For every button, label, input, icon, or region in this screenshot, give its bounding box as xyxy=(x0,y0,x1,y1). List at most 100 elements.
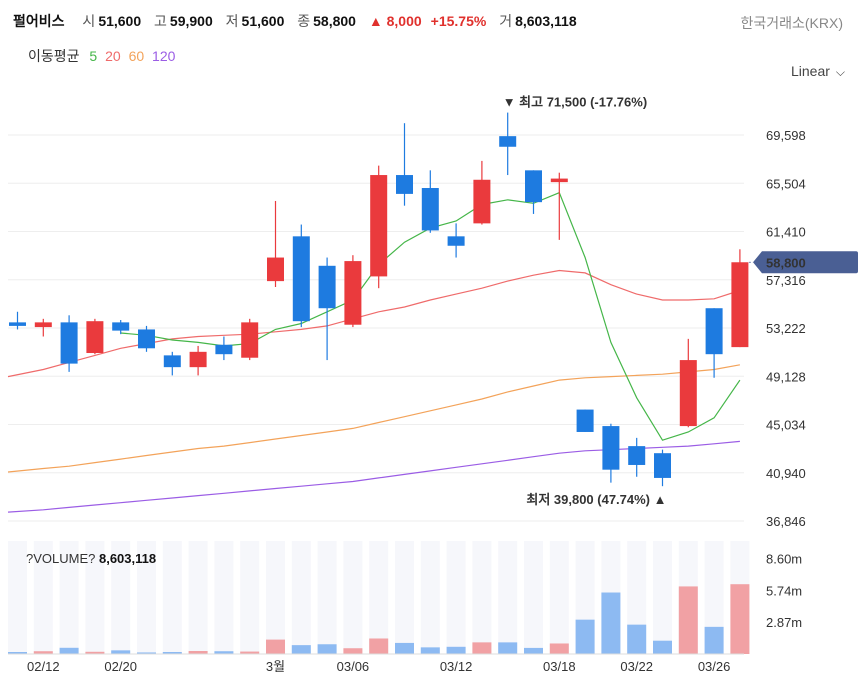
volume-bar xyxy=(446,646,466,654)
volume-bar xyxy=(627,624,647,654)
high-value: 59,900 xyxy=(169,13,213,29)
high-annotation: ▼ 최고 71,500 (-17.76%) xyxy=(503,95,647,110)
volume-column-bg xyxy=(291,541,311,654)
volume-column-bg xyxy=(59,541,79,654)
scale-dropdown[interactable]: Linear ⌵ xyxy=(791,63,845,80)
volume-bar xyxy=(704,626,724,654)
candle-body xyxy=(34,322,52,328)
ma-legend-120[interactable]: 120 xyxy=(152,48,176,64)
volume-bar xyxy=(240,651,260,654)
volume-bar xyxy=(653,640,672,654)
ma-legend-20[interactable]: 20 xyxy=(105,48,121,64)
candle-body xyxy=(576,409,594,432)
candle-body xyxy=(602,426,620,470)
price-tick-label: 53,222 xyxy=(766,321,806,336)
volume-bar xyxy=(85,651,105,654)
candle-body xyxy=(679,360,697,427)
volume-column-bg xyxy=(498,541,518,654)
candle-body xyxy=(396,175,413,194)
ma-legend-60[interactable]: 60 xyxy=(128,48,145,64)
price-tick-label: 61,410 xyxy=(766,225,806,240)
candle-body xyxy=(241,322,259,358)
volume-column-bg xyxy=(137,541,156,654)
volume-column-bg xyxy=(188,541,208,654)
volume-bar xyxy=(188,651,208,654)
volume-column-bg xyxy=(162,541,182,654)
candle-body xyxy=(525,170,542,203)
volume-column-bg xyxy=(369,541,389,654)
volume-bar xyxy=(317,644,337,654)
volume-bar xyxy=(730,584,750,654)
volume-column-bg xyxy=(704,541,724,654)
candle-body xyxy=(628,446,646,465)
price-header: 펄어비스 시 51,600 고 59,900 저 51,600 종 58,800 ▲ 8… xyxy=(13,11,586,31)
volume-bar xyxy=(162,652,182,654)
candle-body xyxy=(215,344,233,355)
volume-label: ?VOLUME? 8,603,118 xyxy=(26,551,156,566)
price-tick-label: 69,598 xyxy=(766,128,806,143)
price-tick-label: 49,128 xyxy=(766,369,806,384)
close-label: 종 xyxy=(297,13,311,29)
volume-column-bg xyxy=(8,541,27,654)
current-price-label: 58,800 xyxy=(766,255,806,270)
change-percent: +15.75% xyxy=(430,13,487,29)
volume-bar xyxy=(33,651,53,654)
ma-legend-5[interactable]: 5 xyxy=(89,48,98,64)
volume-bar xyxy=(111,650,131,654)
volume-column-bg xyxy=(420,541,440,654)
close-value: 58,800 xyxy=(313,13,356,29)
current-price-badge xyxy=(753,251,858,274)
candle-body xyxy=(731,262,749,348)
ma120-line xyxy=(7,440,740,513)
volume-column-bg xyxy=(472,541,492,654)
price-tick-label: 45,034 xyxy=(766,418,806,433)
volume-bar xyxy=(369,638,389,654)
volume-value: 8,603,118 xyxy=(515,13,577,29)
candle-body xyxy=(60,322,78,364)
candle-body xyxy=(163,355,181,368)
volume-bar xyxy=(472,642,492,654)
volume-bar xyxy=(678,586,698,654)
volume-bar xyxy=(601,592,621,654)
candle-body xyxy=(550,178,568,183)
volume-bar xyxy=(266,639,285,654)
volume-bar xyxy=(214,651,234,654)
date-label: 03/12 xyxy=(440,659,473,674)
low-annotation: 최저 39,800 (47.74%) ▲ xyxy=(526,492,666,507)
volume-column-bg xyxy=(317,541,337,654)
change-value: ▲ 8,000 xyxy=(368,13,422,29)
candle-body xyxy=(344,261,362,325)
volume-bar xyxy=(575,619,595,654)
open-label: 시 xyxy=(82,13,96,29)
scale-label: Linear xyxy=(790,63,830,79)
candle-body xyxy=(9,322,26,326)
volume-column-bg xyxy=(240,541,260,654)
date-label: 02/20 xyxy=(104,659,137,674)
ma-legend-label: 이동평균 xyxy=(28,48,80,64)
price-tick-label: 36,846 xyxy=(766,514,806,529)
volume-column-bg xyxy=(653,541,672,654)
volume-column-bg xyxy=(524,541,543,654)
candle-body xyxy=(189,351,207,368)
volume-last-value: 8,603,118 xyxy=(99,551,156,566)
volume-bar xyxy=(8,652,27,654)
volume-column-bg xyxy=(343,541,363,654)
stock-name: 펄어비스 xyxy=(13,13,65,29)
price-tick-label: 40,940 xyxy=(766,466,806,481)
volume-column-bg xyxy=(446,541,466,654)
volume-label: 거 xyxy=(499,13,513,29)
ma60-line xyxy=(7,364,741,473)
candle-body xyxy=(138,329,155,349)
volume-column-bg xyxy=(111,541,131,654)
volume-bar xyxy=(498,642,518,654)
volume-bar xyxy=(395,642,414,654)
volume-tick-label: 5.74m xyxy=(766,583,802,598)
candle-body xyxy=(112,322,130,331)
candle-body xyxy=(473,179,491,224)
open-value: 51,600 xyxy=(98,13,142,29)
low-label: 저 xyxy=(225,13,239,29)
candle-body xyxy=(370,175,388,277)
ma20-line xyxy=(7,269,741,378)
price-tick-label: 65,504 xyxy=(766,176,806,191)
